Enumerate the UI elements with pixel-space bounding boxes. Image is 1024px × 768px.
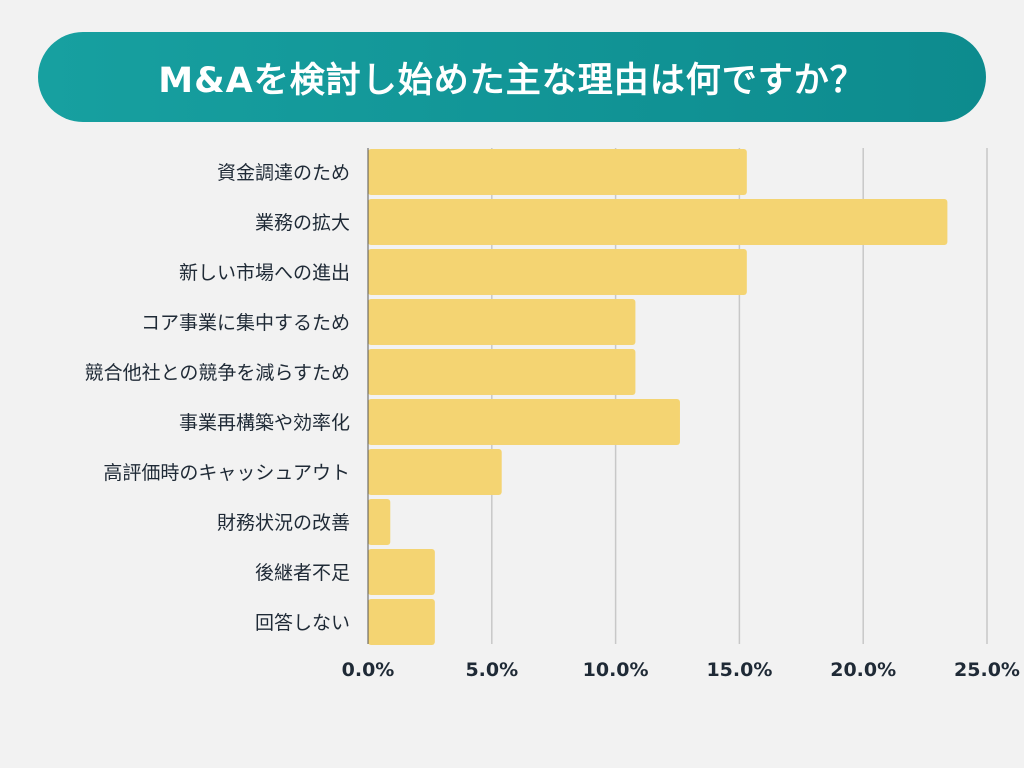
bar bbox=[368, 299, 636, 345]
bar bbox=[368, 399, 680, 445]
bar bbox=[368, 249, 747, 295]
title-banner: M&Aを検討し始めた主な理由は何ですか？ bbox=[38, 32, 986, 122]
chart-title: M&Aを検討し始めた主な理由は何ですか？ bbox=[158, 60, 866, 101]
category-label: 財務状況の改善 bbox=[217, 512, 350, 534]
x-tick-label: 10.0% bbox=[583, 659, 649, 681]
x-tick-label: 5.0% bbox=[465, 659, 518, 681]
category-label: コア事業に集中するため bbox=[141, 312, 350, 334]
category-label: 競合他社との競争を減らすため bbox=[85, 362, 350, 384]
category-label: 新しい市場への進出 bbox=[179, 262, 350, 284]
category-label: 業務の拡大 bbox=[255, 212, 350, 234]
bar bbox=[368, 349, 636, 395]
bar bbox=[368, 149, 747, 195]
category-label: 回答しない bbox=[255, 612, 350, 634]
bar bbox=[368, 449, 502, 495]
bar bbox=[368, 199, 948, 245]
x-tick-label: 25.0% bbox=[954, 659, 1020, 681]
bar bbox=[368, 599, 435, 645]
category-label: 後継者不足 bbox=[255, 562, 350, 584]
x-tick-label: 15.0% bbox=[706, 659, 772, 681]
x-tick-label: 0.0% bbox=[342, 659, 395, 681]
bar bbox=[368, 499, 391, 545]
category-label: 事業再構築や効率化 bbox=[179, 412, 350, 434]
bar bbox=[368, 549, 435, 595]
category-label: 資金調達のため bbox=[217, 162, 350, 184]
x-tick-label: 20.0% bbox=[830, 659, 896, 681]
category-label: 高評価時のキャッシュアウト bbox=[103, 462, 350, 484]
